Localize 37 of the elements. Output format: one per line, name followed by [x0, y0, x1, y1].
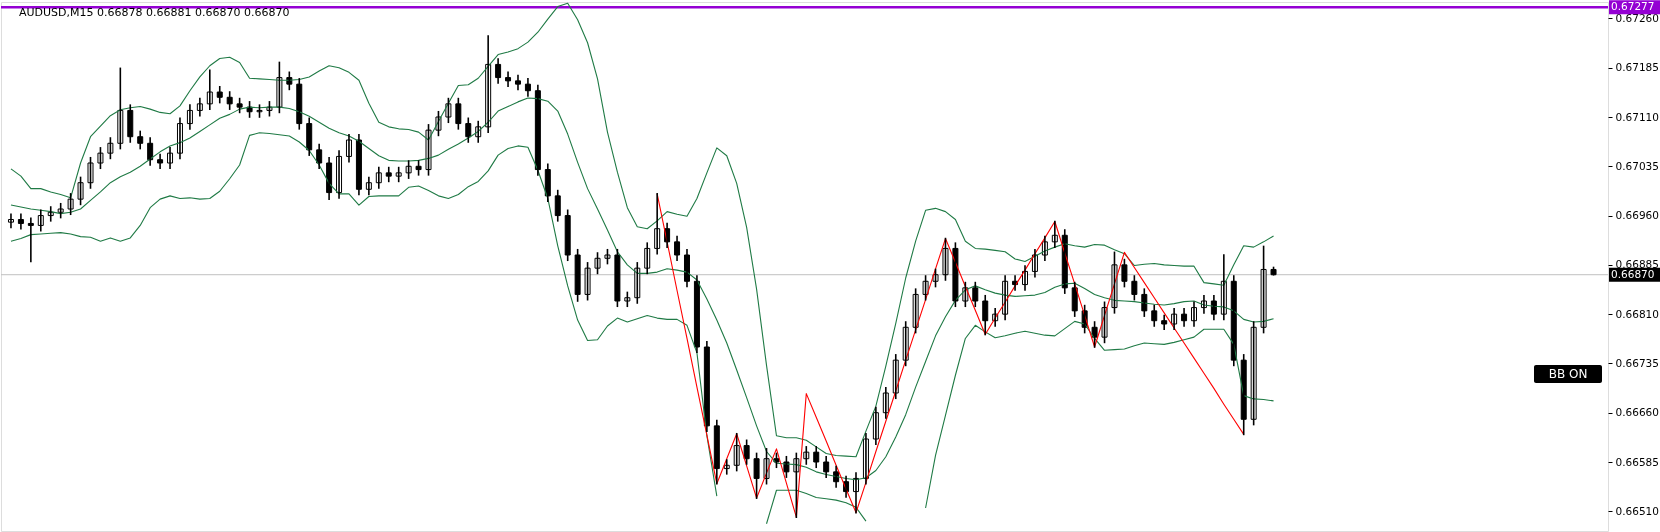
candlestick [1101, 301, 1108, 344]
candlestick [584, 262, 591, 301]
candlestick [276, 61, 283, 114]
candlestick [1260, 245, 1267, 334]
line-series [10, 2, 1275, 458]
y-tick-label: 0.67185 [1615, 61, 1659, 74]
chart-title: AUDUSD,M15 0.66878 0.66881 0.66870 0.66870 [19, 6, 290, 19]
y-tick-label: 0.66810 [1615, 307, 1659, 320]
y-tick-label: 0.66510 [1615, 504, 1659, 517]
candlestick [1131, 275, 1138, 301]
candlestick [87, 156, 94, 189]
candlestick [912, 288, 919, 334]
candlestick [922, 275, 929, 301]
y-tick-label: 0.67110 [1615, 110, 1659, 123]
candlestick [425, 124, 432, 176]
candlestick [67, 193, 74, 216]
y-tick-label: 0.66585 [1615, 455, 1659, 468]
candlestick [952, 242, 959, 308]
y-tick-label: 0.67260 [1615, 11, 1659, 24]
candlestick [594, 252, 601, 275]
text: BB ON [1548, 367, 1588, 381]
candlestick [574, 248, 581, 302]
candlestick [614, 248, 621, 308]
candlestick [783, 455, 790, 478]
candlestick [445, 97, 452, 124]
candlestick [97, 147, 104, 170]
candlestick [77, 176, 84, 206]
y-tick-label: 0.66660 [1615, 406, 1659, 419]
y-tick-label: 0.66735 [1615, 356, 1659, 369]
candlestick [1121, 258, 1128, 288]
candlestick [743, 439, 750, 465]
candlestick [753, 452, 760, 499]
y-tick-label: 0.66960 [1615, 209, 1659, 222]
y-tick-label: 0.67035 [1615, 159, 1659, 172]
candlestick [942, 237, 949, 281]
candlestick [107, 137, 114, 160]
ref-line-label: 0.67277 [1611, 0, 1655, 13]
